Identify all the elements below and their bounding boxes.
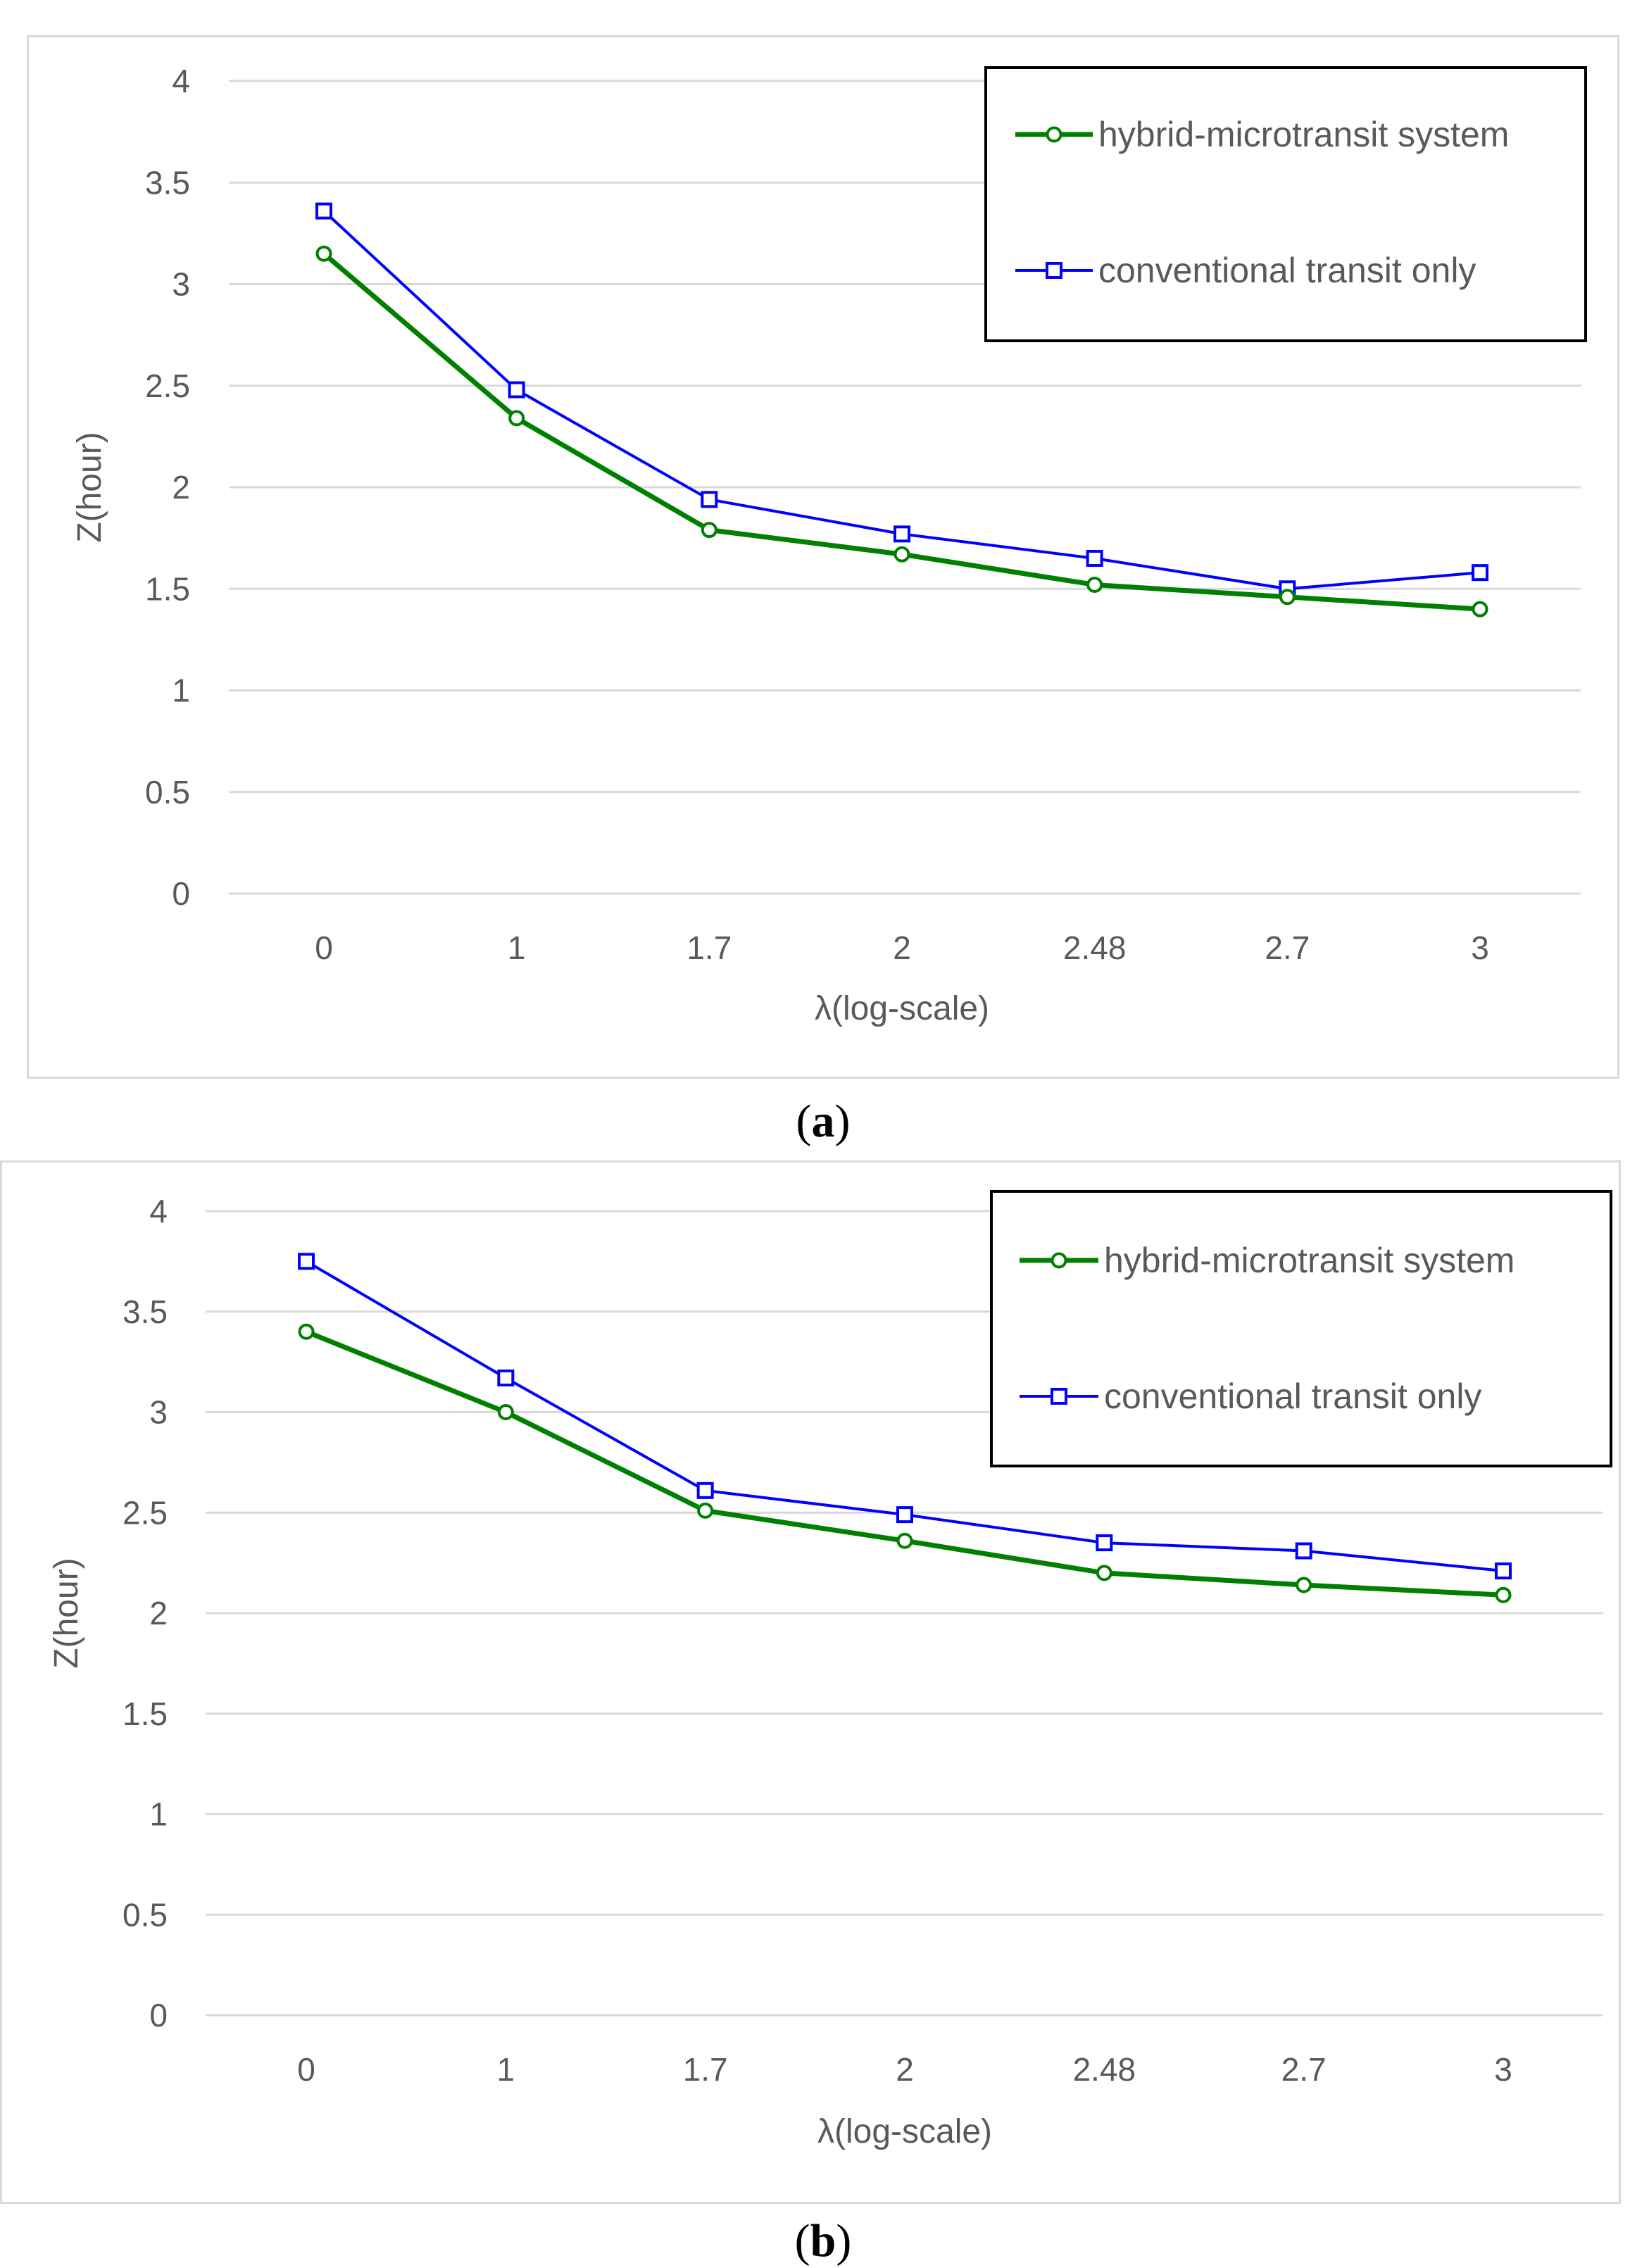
chart-a-x-axis-title: λ(log-scale) xyxy=(815,990,989,1027)
chart-b-x-tick-label-3: 2 xyxy=(896,2051,914,2088)
chart-b-series-1-point-2 xyxy=(696,1481,714,1499)
chart-a-series-1-point-4 xyxy=(1086,549,1103,567)
chart-b-series-0-point-1 xyxy=(497,1404,514,1420)
panel-caption-a-letter: a xyxy=(811,1096,835,1147)
chart-b-series-0-point-0 xyxy=(298,1323,315,1340)
panel-caption-b-letter: b xyxy=(810,2215,836,2267)
chart-a-legend-marker-0 xyxy=(1046,126,1062,143)
chart-a-y-tick-label-5: 2.5 xyxy=(145,368,190,404)
chart-a-x-tick-label-6: 3 xyxy=(1471,929,1489,966)
chart-b-y-tick-label-4: 2 xyxy=(149,1595,168,1631)
chart-a-y-tick-label-4: 2 xyxy=(172,469,190,506)
chart-b-y-axis-title: Z(hour) xyxy=(48,1558,85,1668)
chart-a-series-1-point-3 xyxy=(894,525,910,543)
chart-b-y-tick-label-6: 3 xyxy=(149,1394,168,1431)
chart-b-series-0-point-5 xyxy=(1296,1577,1312,1593)
panel-caption-b: (b) xyxy=(794,2215,852,2267)
chart-a-y-tick-label-0: 0 xyxy=(172,875,190,912)
chart-b-legend-box xyxy=(990,1190,1612,1467)
chart-a-x-tick-label-3: 2 xyxy=(893,929,911,966)
chart-a-series-1-point-6 xyxy=(1472,564,1488,582)
chart-a-x-tick-label-2: 1.7 xyxy=(686,929,732,966)
chart-b-y-tick-label-3: 1.5 xyxy=(123,1696,168,1732)
chart-a-series-1-point-2 xyxy=(701,491,718,508)
chart-b-x-tick-label-2: 1.7 xyxy=(683,2051,728,2088)
chart-a-series-0-point-5 xyxy=(1279,589,1296,606)
chart-b-series-1-point-1 xyxy=(497,1369,515,1386)
chart-a-y-tick-label-8: 4 xyxy=(172,63,190,99)
chart-b-legend-marker-1 xyxy=(1051,1388,1067,1405)
panel-caption-a: (a) xyxy=(796,1096,851,1147)
chart-a-series-0-point-2 xyxy=(701,522,717,539)
chart-b-y-tick-label-1: 0.5 xyxy=(123,1896,168,1933)
chart-a-x-tick-label-0: 0 xyxy=(315,929,333,966)
chart-a-x-tick-label-1: 1 xyxy=(508,929,526,966)
chart-a-y-tick-label-1: 0.5 xyxy=(145,774,190,810)
chart-b-y-tick-label-8: 4 xyxy=(149,1193,168,1229)
chart-a-series-0-point-1 xyxy=(508,410,525,427)
chart-b-legend-marker-0 xyxy=(1051,1252,1067,1269)
chart-a-y-tick-label-2: 1 xyxy=(172,672,190,709)
chart-b-x-tick-label-6: 3 xyxy=(1494,2051,1512,2088)
chart-a-legend-box xyxy=(984,66,1587,342)
chart-b-x-axis-title: λ(log-scale) xyxy=(817,2113,992,2150)
chart-a-legend-label-0: hybrid-microtransit system xyxy=(1098,115,1509,154)
chart-a-series-0-point-3 xyxy=(894,546,910,563)
chart-b-series-0-point-6 xyxy=(1495,1586,1512,1603)
chart-b-legend-label-0: hybrid-microtransit system xyxy=(1104,1241,1515,1280)
chart-a-x-tick-label-5: 2.7 xyxy=(1265,929,1310,966)
chart-a-y-tick-label-7: 3.5 xyxy=(145,164,190,201)
chart-b-x-tick-label-4: 2.48 xyxy=(1073,2051,1136,2088)
chart-a-series-1-point-1 xyxy=(508,381,525,399)
chart-b-series-0-point-2 xyxy=(697,1502,714,1519)
chart-a-y-tick-label-3: 1.5 xyxy=(145,570,190,607)
chart-a-legend-marker-1 xyxy=(1046,262,1062,279)
chart-b-y-tick-label-5: 2.5 xyxy=(123,1494,168,1531)
chart-b-x-tick-label-0: 0 xyxy=(297,2051,315,2088)
chart-b-series-1-point-0 xyxy=(298,1253,315,1270)
chart-b-series-1-point-4 xyxy=(1096,1534,1113,1552)
chart-b-series-1-point-3 xyxy=(896,1506,913,1524)
chart-b-y-tick-label-0: 0 xyxy=(149,1997,168,2034)
chart-b-series-0-point-3 xyxy=(896,1532,913,1549)
chart-a-legend-label-1: conventional transit only xyxy=(1098,251,1476,290)
chart-a-y-tick-label-6: 3 xyxy=(172,266,190,303)
chart-b-series-1-point-5 xyxy=(1295,1542,1312,1560)
chart-a-series-0-point-4 xyxy=(1086,576,1103,593)
chart-b-legend-label-1: conventional transit only xyxy=(1104,1377,1481,1416)
chart-b-y-tick-label-2: 1 xyxy=(149,1796,168,1833)
chart-b-series-0-point-4 xyxy=(1096,1565,1112,1581)
chart-b-series-1-point-6 xyxy=(1495,1562,1512,1580)
chart-b-x-tick-label-1: 1 xyxy=(497,2051,515,2088)
chart-a-series-0-point-0 xyxy=(315,245,332,262)
chart-a-series-0-point-6 xyxy=(1472,601,1488,618)
chart-a-y-axis-title: Z(hour) xyxy=(71,432,108,542)
chart-a-series-1-point-0 xyxy=(315,202,332,220)
chart-b-y-tick-label-7: 3.5 xyxy=(123,1293,168,1330)
chart-b-x-tick-label-5: 2.7 xyxy=(1281,2051,1327,2088)
chart-a-x-tick-label-4: 2.48 xyxy=(1063,929,1127,966)
